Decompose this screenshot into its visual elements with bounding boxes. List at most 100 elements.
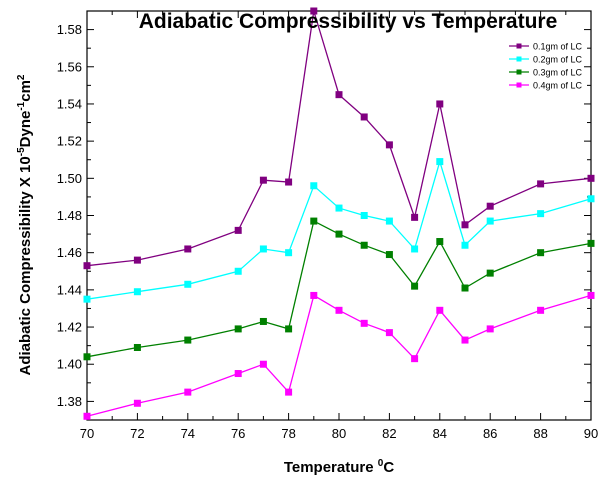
data-point [461,221,469,229]
data-point [184,336,192,344]
data-point [310,291,318,299]
data-point [537,180,545,188]
data-point [537,306,545,314]
data-point [587,291,595,299]
legend-marker [516,69,522,75]
data-point [360,319,368,327]
data-point [234,226,242,234]
legend-label: 0.3gm of LC [533,68,583,78]
data-point [385,217,393,225]
data-point [436,238,444,246]
series-2 [83,158,595,303]
data-point [133,343,141,351]
y-axis-title-part: cm [17,80,34,102]
data-point [310,7,318,15]
data-point [259,360,267,368]
x-tick-label: 70 [80,426,94,441]
x-tick-label: 86 [483,426,497,441]
data-point [436,158,444,166]
y-axis-title-sup: -1 [16,101,27,110]
data-point [83,412,91,420]
data-point [234,325,242,333]
data-point [587,239,595,247]
data-point [259,317,267,325]
data-point [335,230,343,238]
x-tick-label: 76 [231,426,245,441]
legend: 0.1gm of LC 0.2gm of LC 0.3gm of LC 0.4gm o… [509,42,583,91]
data-point [587,195,595,203]
data-point [259,245,267,253]
data-point [436,306,444,314]
series-1 [83,7,595,270]
x-tick-label: 84 [433,426,447,441]
data-point [285,388,293,396]
y-tick-label: 1.40 [57,357,82,372]
legend-label: 0.4gm of LC [533,81,583,91]
y-axis-title-part: Dyne [17,111,34,148]
y-tick-label: 1.46 [57,245,82,260]
x-tick-label: 72 [130,426,144,441]
data-point [285,249,293,257]
data-point [385,141,393,149]
x-tick-label: 82 [382,426,396,441]
svg-text:Adiabatic Compressibility X 10: Adiabatic Compressibility X 10-5Dyne-1cm… [16,74,34,375]
x-tick-label: 90 [584,426,598,441]
y-axis-title-sup: 2 [16,74,27,80]
data-point [133,256,141,264]
y-tick-label: 1.50 [57,171,82,186]
legend-item: 0.3gm of LC [509,68,583,78]
series-3 [83,217,595,361]
y-tick-label: 1.42 [57,320,82,335]
data-point [411,355,419,363]
y-axis-title-sup: -5 [16,147,27,156]
data-point [537,210,545,218]
data-point [259,176,267,184]
data-point [486,269,494,277]
data-point [461,336,469,344]
plot-area: 70 72 74 76 78 80 82 84 86 88 90 1.38 1.40 1.42 1.44 1.… [57,10,598,441]
y-tick-label: 1.48 [57,208,82,223]
x-tick-label: 88 [533,426,547,441]
data-point [310,182,318,190]
y-axis-title: Adiabatic Compressibility X 10-5Dyne-1cm… [16,74,34,375]
data-point [486,325,494,333]
data-point [234,370,242,378]
legend-item: 0.4gm of LC [509,81,583,91]
data-point [587,174,595,182]
legend-item: 0.1gm of LC [509,42,583,52]
data-point [411,213,419,221]
x-axis-title-sup: 0 [378,458,384,469]
data-point [461,241,469,249]
data-point [486,217,494,225]
data-point [83,295,91,303]
y-tick-label: 1.38 [57,394,82,409]
data-point [285,325,293,333]
chart-title: Adiabatic Compressibility vs Temperature [139,10,558,33]
data-point [133,288,141,296]
data-point [360,212,368,219]
data-point [133,399,141,407]
data-point [285,178,293,186]
legend-marker [516,43,522,49]
data-point [310,217,318,225]
data-point [234,267,242,275]
data-point [385,329,393,337]
data-point [184,280,192,288]
series-line [86,159,592,300]
x-axis-title-part: Temperature [284,459,378,476]
y-tick-label: 1.56 [57,59,82,74]
legend-label: 0.1gm of LC [533,42,583,52]
legend-marker [516,82,522,88]
y-axis-title-part: Adiabatic Compressibility X 10 [17,156,34,375]
data-point [335,204,343,212]
legend-item: 0.2gm of LC [509,55,583,65]
data-point [360,113,368,121]
y-tick-label: 1.58 [57,22,82,37]
legend-marker [516,56,522,62]
series-line [86,294,592,417]
y-tick-label: 1.54 [57,96,82,111]
data-point [436,100,444,108]
data-point [184,245,192,253]
x-tick-label: 74 [181,426,195,441]
